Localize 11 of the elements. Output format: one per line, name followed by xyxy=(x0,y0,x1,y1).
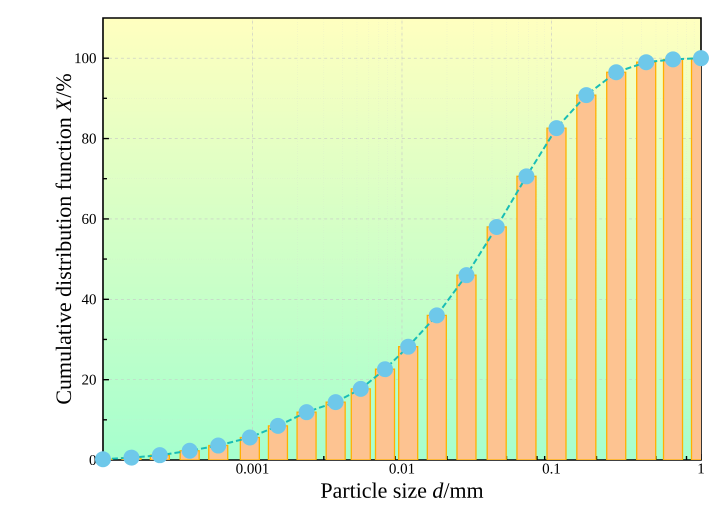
x-tick-label: 0.001 xyxy=(236,464,268,474)
y-tick-label: 20 xyxy=(82,374,96,385)
y-tick-label: 40 xyxy=(82,294,96,304)
y-tick-label: 100 xyxy=(75,53,96,64)
y-tick-label: 60 xyxy=(82,214,96,224)
x-axis-title: Particle size d/mm xyxy=(321,482,484,498)
y-axis-title: Cumulative distribution function X/% xyxy=(55,74,72,404)
y-tick-label: 80 xyxy=(82,134,96,144)
x-tick-label: 0.1 xyxy=(542,464,560,474)
x-tick-label: 1 xyxy=(698,464,704,474)
x-tick-label: 0.01 xyxy=(389,464,414,474)
